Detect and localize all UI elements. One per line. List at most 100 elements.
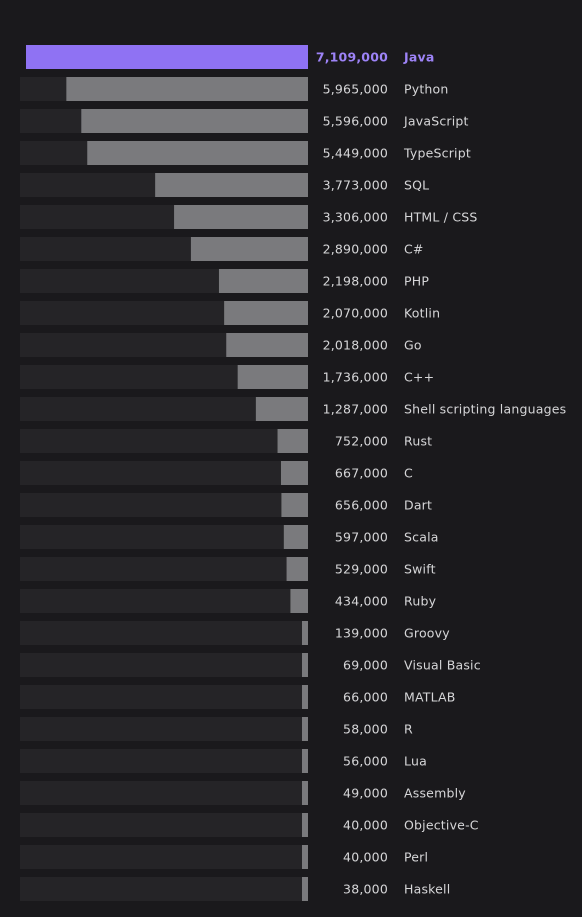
category-label: Rust <box>404 434 432 449</box>
category-label: Go <box>404 338 422 353</box>
bar-row-go: 2,018,000 Go <box>20 333 422 357</box>
category-label: Kotlin <box>404 306 440 321</box>
category-label: Python <box>404 82 449 97</box>
value-label: 40,000 <box>343 850 388 865</box>
category-label: C# <box>404 242 424 257</box>
bar-track <box>20 877 308 901</box>
bar-haskell <box>302 877 308 901</box>
bar-track <box>20 685 308 709</box>
bar-row-dart: 656,000 Dart <box>20 493 432 517</box>
value-label: 597,000 <box>335 530 388 545</box>
bar-ruby <box>290 589 308 613</box>
bar-track <box>20 749 308 773</box>
bar-track <box>20 653 308 677</box>
bar-c <box>280 461 308 485</box>
bar-row-c: 2,890,000 C# <box>20 237 424 261</box>
value-label: 1,736,000 <box>323 370 388 385</box>
bar-row-rust: 752,000 Rust <box>20 429 432 453</box>
bar-track <box>20 461 308 485</box>
value-label: 56,000 <box>343 754 388 769</box>
category-label: Dart <box>404 498 432 513</box>
bar-row-swift: 529,000 Swift <box>20 557 436 581</box>
bar-row-r: 58,000 R <box>20 717 413 741</box>
category-label: HTML / CSS <box>404 210 478 225</box>
bar-track <box>20 525 308 549</box>
bar-row-scala: 597,000 Scala <box>20 525 439 549</box>
value-label: 40,000 <box>343 818 388 833</box>
bar-swift <box>286 557 308 581</box>
category-label: Groovy <box>404 626 450 641</box>
bar-track <box>20 813 308 837</box>
category-label: TypeScript <box>403 146 471 161</box>
bar-html-css <box>174 205 308 229</box>
category-label: C++ <box>404 370 434 385</box>
category-label: Scala <box>404 530 439 545</box>
value-label: 656,000 <box>335 498 388 513</box>
value-label: 66,000 <box>343 690 388 705</box>
value-label: 752,000 <box>335 434 388 449</box>
bar-track <box>20 781 308 805</box>
value-label: 49,000 <box>343 786 388 801</box>
value-label: 38,000 <box>343 882 388 897</box>
value-label: 58,000 <box>343 722 388 737</box>
bar-track <box>20 845 308 869</box>
bar-python <box>66 77 308 101</box>
value-label: 139,000 <box>335 626 388 641</box>
value-label: 1,287,000 <box>323 402 388 417</box>
bar-visual-basic <box>302 653 308 677</box>
bar-go <box>226 333 308 357</box>
bar-track <box>20 493 308 517</box>
bar-sql <box>155 173 308 197</box>
category-label: Ruby <box>404 594 437 609</box>
bar-track <box>20 621 308 645</box>
bar-row-html-css: 3,306,000 HTML / CSS <box>20 205 478 229</box>
bar-row-lua: 56,000 Lua <box>20 749 427 773</box>
bar-row-php: 2,198,000 PHP <box>20 269 429 293</box>
bar-php <box>218 269 308 293</box>
bar-track <box>20 429 308 453</box>
bar-javascript <box>81 109 308 133</box>
value-label: 529,000 <box>335 562 388 577</box>
bar-row-typescript: 5,449,000 TypeScript <box>20 141 471 165</box>
bar-row-perl: 40,000 Perl <box>20 845 428 869</box>
value-label: 3,773,000 <box>323 178 388 193</box>
bar-row-groovy: 139,000 Groovy <box>20 621 450 645</box>
bar-perl <box>302 845 308 869</box>
bar-row-ruby: 434,000 Ruby <box>20 589 437 613</box>
category-label: Assembly <box>404 786 466 801</box>
bar-row-visual-basic: 69,000 Visual Basic <box>20 653 481 677</box>
category-label: Visual Basic <box>404 658 481 673</box>
category-label: JavaScript <box>403 114 469 129</box>
bar-row-java: 7,109,000 Java <box>26 45 434 69</box>
value-label: 69,000 <box>343 658 388 673</box>
bar-row-python: 5,965,000 Python <box>20 77 449 101</box>
value-label: 2,018,000 <box>323 338 388 353</box>
category-label: R <box>404 722 413 737</box>
bar-row-shell-scripting-languages: 1,287,000 Shell scripting languages <box>20 397 566 421</box>
bar-c <box>190 237 308 261</box>
value-label: 5,449,000 <box>323 146 388 161</box>
bar-row-javascript: 5,596,000 JavaScript <box>20 109 469 133</box>
bar-track <box>20 557 308 581</box>
bar-java <box>26 45 308 69</box>
bar-scala <box>283 525 308 549</box>
bar-row-haskell: 38,000 Haskell <box>20 877 450 901</box>
category-label: MATLAB <box>404 690 456 705</box>
bar-track <box>20 589 308 613</box>
bar-row-kotlin: 2,070,000 Kotlin <box>20 301 440 325</box>
bar-r <box>302 717 308 741</box>
bar-dart <box>281 493 308 517</box>
category-label: SQL <box>404 178 429 193</box>
category-label: Haskell <box>404 882 450 897</box>
bar-shell-scripting-languages <box>255 397 308 421</box>
category-label: PHP <box>404 274 429 289</box>
bar-track <box>20 717 308 741</box>
bar-row-c: 667,000 C <box>20 461 413 485</box>
value-label: 2,198,000 <box>323 274 388 289</box>
bar-matlab <box>302 685 308 709</box>
category-label: Objective-C <box>404 818 479 833</box>
value-label: 667,000 <box>335 466 388 481</box>
bar-lua <box>302 749 308 773</box>
bar-kotlin <box>224 301 308 325</box>
